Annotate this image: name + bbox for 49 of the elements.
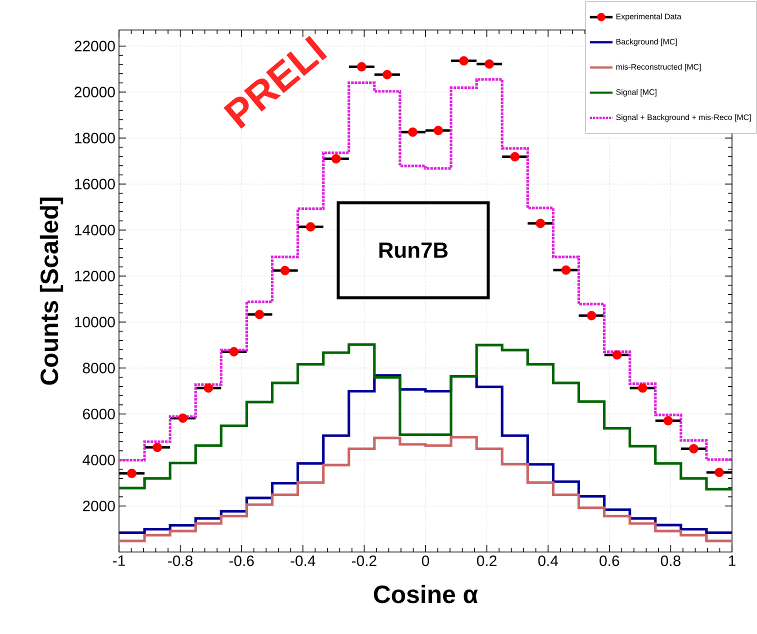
x-tick-label: 1 <box>728 556 736 566</box>
y-tick-label: 2000 <box>82 500 115 512</box>
point <box>638 383 648 393</box>
x-tick-label: 0.6 <box>600 556 620 566</box>
point <box>152 442 162 452</box>
point <box>561 265 571 275</box>
point <box>434 126 443 136</box>
point <box>127 468 136 478</box>
point <box>382 70 392 80</box>
point <box>356 62 366 72</box>
x-tick-label: 0.2 <box>476 556 496 566</box>
point <box>484 59 494 69</box>
x-tick-label: 0 <box>422 556 430 566</box>
x-tick-label: -0.6 <box>229 556 254 566</box>
y-tick-label: 20000 <box>74 86 115 98</box>
point <box>689 444 698 454</box>
annotation: Run7B <box>379 242 448 258</box>
point <box>280 266 290 276</box>
point <box>663 416 673 426</box>
point <box>510 152 520 162</box>
point <box>536 218 546 228</box>
point <box>306 222 316 232</box>
point <box>204 383 214 393</box>
y-tick-label: 14000 <box>75 224 115 236</box>
y-tick-label: 12000 <box>75 270 115 282</box>
point <box>459 56 468 66</box>
y-tick-label: 22000 <box>74 40 115 52</box>
x-tick-label: 0.8 <box>660 556 680 566</box>
x-tick-label: 0.4 <box>538 556 558 566</box>
y-tick-label: 8000 <box>82 362 115 374</box>
y-tick-label: 16000 <box>75 178 115 190</box>
point <box>229 347 239 356</box>
x-tick-label: -0.4 <box>290 556 316 566</box>
y-tick-label: 18000 <box>75 132 115 144</box>
y-axis-title: Counts [Scaled] <box>40 198 64 385</box>
point <box>178 413 188 423</box>
point <box>254 310 264 320</box>
point <box>612 350 622 360</box>
point <box>408 127 418 137</box>
x-tick-label: -1 <box>113 556 125 566</box>
y-tick-label: 6000 <box>83 408 115 420</box>
point <box>331 154 341 164</box>
y-tick-label: 4000 <box>82 454 115 466</box>
y-tick-label: 10000 <box>75 316 115 328</box>
x-tick-label: -0.2 <box>352 556 376 566</box>
x-tick-label: -0.8 <box>168 556 193 566</box>
point <box>586 310 596 320</box>
x-axis-title: Cosine α <box>374 584 478 604</box>
point <box>714 468 724 478</box>
